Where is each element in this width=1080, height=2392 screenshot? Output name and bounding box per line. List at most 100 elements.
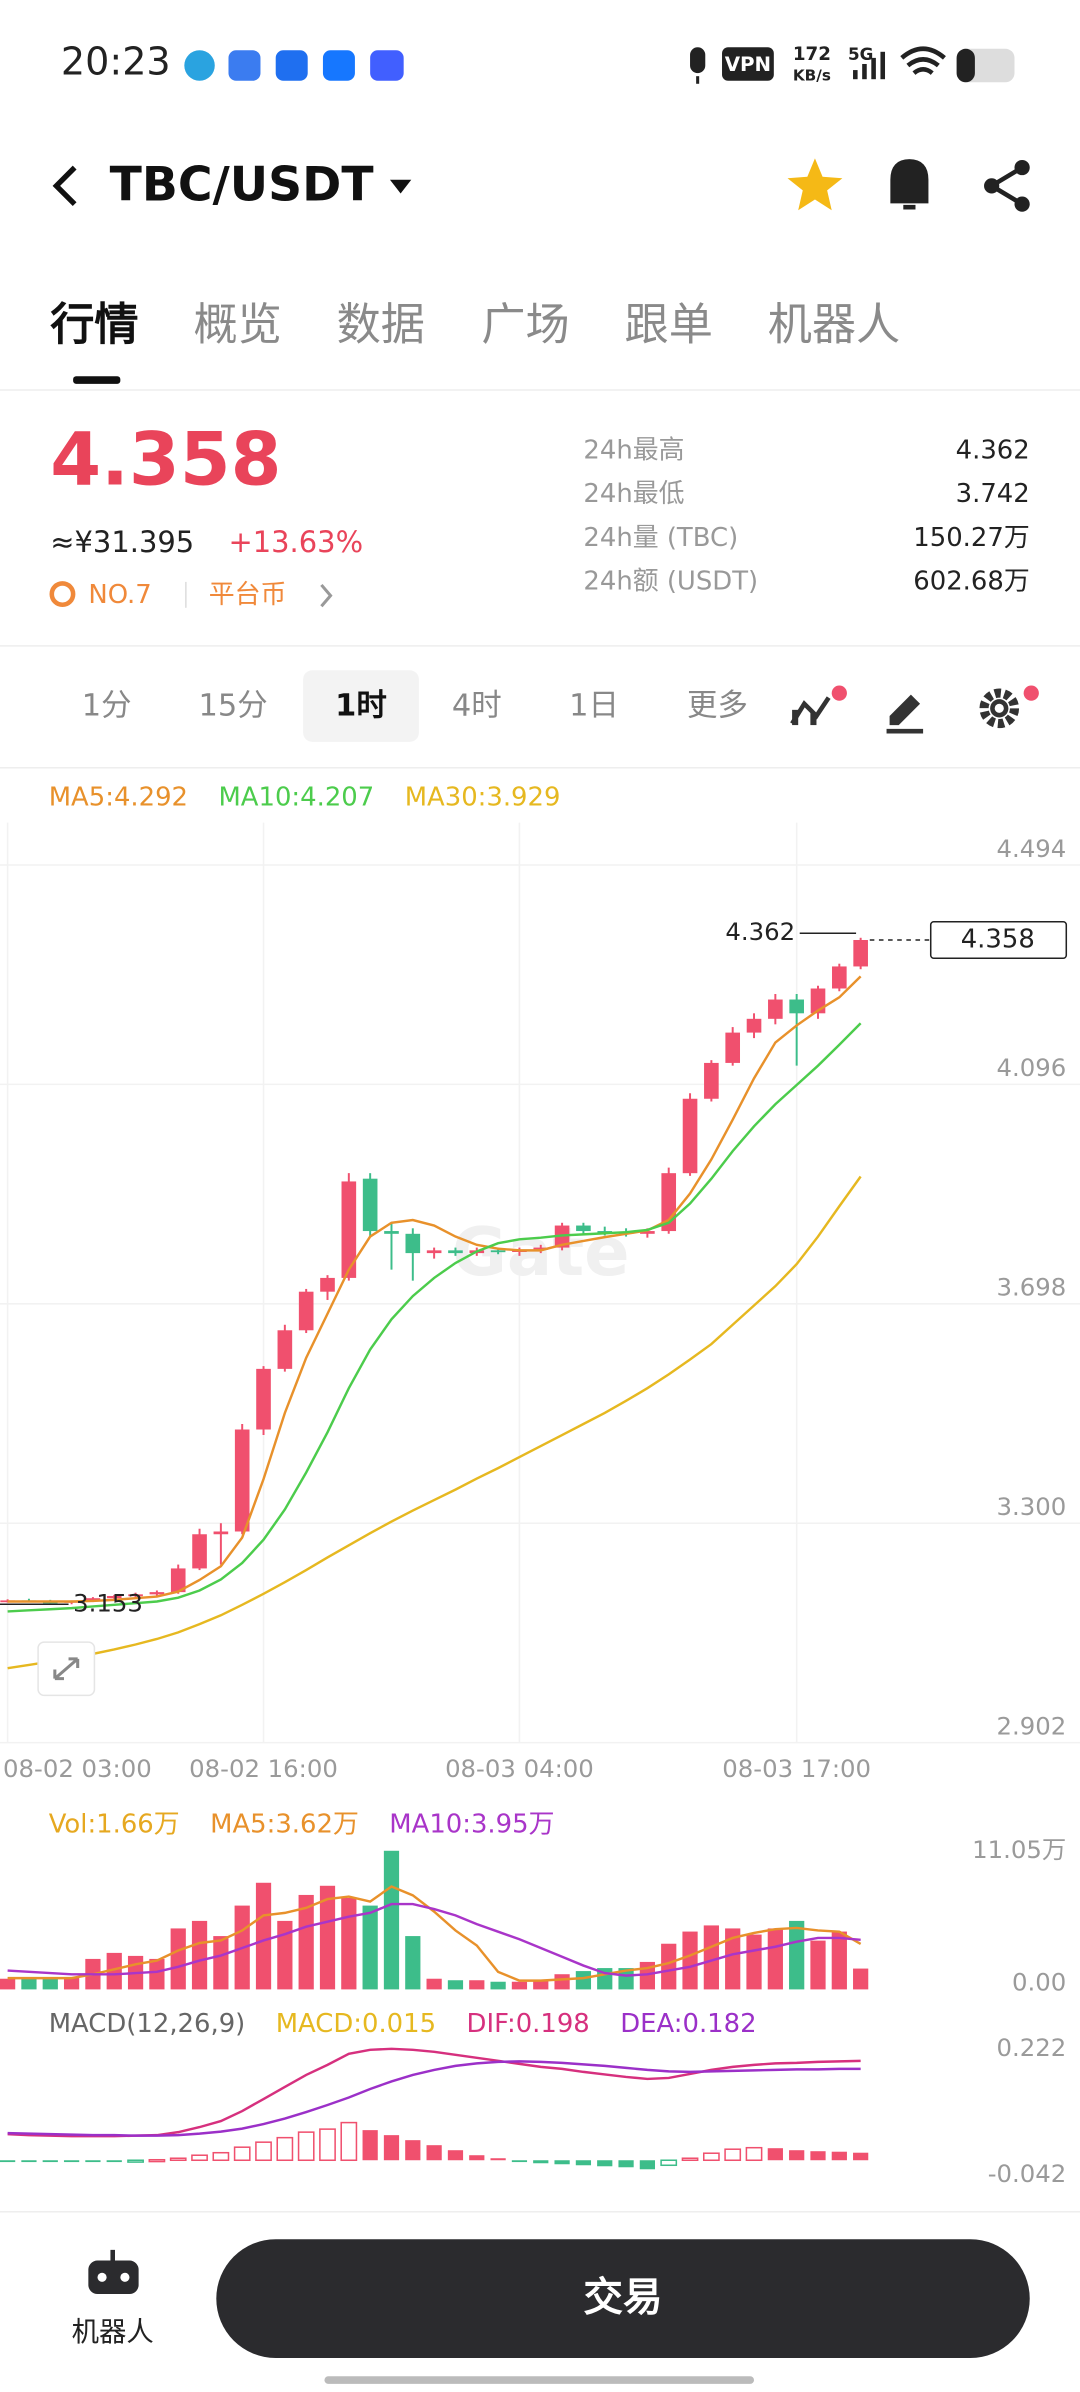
tag-chevron[interactable] <box>320 583 333 608</box>
macd-bar <box>148 2158 166 2163</box>
legend-item: MA10:3.95万 <box>389 1809 554 1839</box>
clock: 20:23 <box>61 39 171 83</box>
candle-body <box>170 1568 186 1593</box>
legend-item: MACD:0.015 <box>276 2009 436 2039</box>
macd-bar <box>469 2155 485 2161</box>
volume-bar <box>831 1931 847 1990</box>
macd-bar <box>511 2160 528 2163</box>
back-button[interactable] <box>52 165 77 207</box>
settings-button[interactable] <box>979 685 1039 729</box>
candle-body <box>341 1181 357 1278</box>
home-indicator <box>324 2376 755 2384</box>
expand-button[interactable] <box>37 1641 96 1697</box>
volume-bar <box>106 1952 122 1990</box>
interval[interactable]: 1时 <box>335 688 387 723</box>
legend-item: DIF:0.198 <box>467 2009 590 2039</box>
volume-bar <box>554 1974 570 1990</box>
macd-bar <box>255 2141 272 2162</box>
draw-button[interactable] <box>886 694 924 734</box>
indicator-line <box>7 2047 861 2138</box>
volume-bar <box>42 1977 58 1990</box>
interval-highlight <box>303 670 419 742</box>
favorite-star[interactable] <box>787 158 843 211</box>
legend-item: MA30:3.929 <box>405 783 561 813</box>
candle-body <box>832 966 847 989</box>
macd-bar <box>106 2160 122 2163</box>
macd-bar <box>447 2150 464 2161</box>
volume-bar <box>277 1920 293 1990</box>
volume-bar <box>725 1928 741 1990</box>
x-tick-label: 08-03 17:00 <box>722 1754 871 1783</box>
volume-bar <box>533 1980 549 1990</box>
alert-bell[interactable] <box>890 159 929 210</box>
volume-bar <box>21 1978 37 1990</box>
candle-body <box>320 1277 335 1292</box>
network-type: 5G <box>848 44 873 64</box>
candle-body <box>234 1429 250 1532</box>
macd-bar <box>85 2160 101 2163</box>
candle-body <box>256 1368 271 1430</box>
candle-body <box>277 1330 293 1369</box>
indicator-line <box>7 2060 861 2137</box>
tab[interactable]: 概览 <box>193 300 281 351</box>
candle-body <box>85 1598 101 1601</box>
macd-bar <box>127 2159 144 2163</box>
robot-icon[interactable] <box>88 2249 139 2295</box>
interval-bar: 1分 15分 1时 4时 1日 更多 <box>82 688 748 723</box>
volume-bar <box>767 1928 783 1990</box>
pair-dropdown[interactable] <box>389 179 412 194</box>
tab[interactable]: 广场 <box>481 300 569 351</box>
y-tick-label: -0.042 <box>988 2159 1067 2188</box>
change-percent: +13.63% <box>228 525 363 559</box>
volume-bar <box>191 1920 208 1990</box>
macd-bar <box>169 2157 187 2162</box>
tab[interactable]: 行情 <box>50 300 138 351</box>
tag[interactable]: 平台币 <box>209 580 287 610</box>
interval[interactable]: 4时 <box>452 688 502 723</box>
volume-bar <box>213 1936 229 1990</box>
interval[interactable]: 1分 <box>82 688 132 723</box>
macd-bar <box>276 2136 294 2162</box>
volume-bar <box>682 1931 698 1990</box>
volume-bar <box>853 1968 869 1990</box>
candle-body <box>298 1291 314 1331</box>
volume-bar <box>426 1978 442 1990</box>
macd-bar <box>767 2148 783 2161</box>
volume-bar <box>490 1981 506 1990</box>
volume-bar <box>789 1920 805 1990</box>
tab[interactable]: 数据 <box>337 300 425 351</box>
interval[interactable]: 1日 <box>569 688 619 723</box>
volume-bar <box>746 1934 762 1990</box>
candle-body <box>768 999 783 1019</box>
stat-value: 3.742 <box>956 479 1030 509</box>
macd-bar <box>660 2159 678 2167</box>
y-tick-label: 0.00 <box>1012 1967 1066 1996</box>
tab[interactable]: 机器人 <box>768 300 900 351</box>
legend-item: MA5:4.292 <box>49 783 188 813</box>
candle-body <box>405 1233 421 1254</box>
interval[interactable]: 更多 <box>687 688 748 723</box>
rank: NO.7 <box>88 580 151 610</box>
share-button[interactable] <box>984 159 1030 212</box>
volume-bar <box>383 1850 400 1990</box>
pair-title[interactable]: TBC/USDT <box>110 157 374 212</box>
candle-body <box>746 1018 762 1033</box>
volume-bar <box>362 1905 378 1990</box>
y-tick-label: 0.222 <box>997 2033 1067 2062</box>
tab[interactable]: 跟单 <box>625 300 713 351</box>
interval[interactable]: 15分 <box>198 688 267 723</box>
app-icons <box>184 50 404 81</box>
macd-bar <box>405 2140 421 2161</box>
indicator-button[interactable] <box>790 685 847 726</box>
x-tick-label: 08-03 04:00 <box>445 1754 594 1783</box>
tab-indicator <box>73 376 121 384</box>
macd-bar <box>42 2160 58 2163</box>
volume-bar <box>149 1958 165 1990</box>
y-tick-label: 2.902 <box>997 1711 1067 1740</box>
robot-label[interactable]: 机器人 <box>72 2317 154 2348</box>
macd-bar <box>490 2158 506 2161</box>
trade-label[interactable]: 交易 <box>583 2275 662 2321</box>
trade-button[interactable] <box>216 2239 1030 2359</box>
